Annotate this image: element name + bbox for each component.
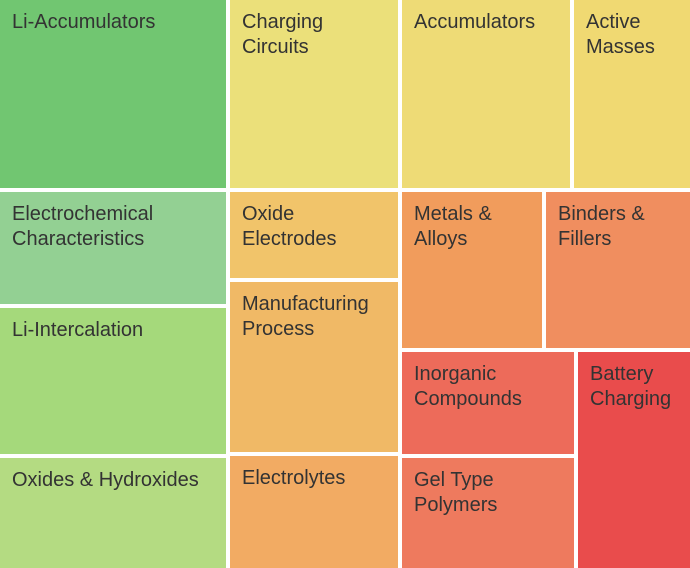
treemap-cell: Active Masses [574, 0, 690, 188]
treemap-cell: Manufacturing Process [230, 282, 398, 452]
treemap-cell: Gel Type Polymers [402, 458, 574, 568]
treemap-cell: Electrolytes [230, 456, 398, 568]
treemap-cell: Oxides & Hydroxides [0, 458, 226, 568]
treemap-container: Li-AccumulatorsElectrochemical Character… [0, 0, 690, 568]
treemap-cell: Binders & Fillers [546, 192, 690, 348]
treemap-cell: Metals & Alloys [402, 192, 542, 348]
treemap-cell: Battery Charging [578, 352, 690, 568]
treemap-cell: Li-Accumulators [0, 0, 226, 188]
treemap-cell: Inorganic Compounds [402, 352, 574, 454]
treemap-cell: Oxide Electrodes [230, 192, 398, 278]
treemap-cell: Electrochemical Characteristics [0, 192, 226, 304]
treemap-cell: Accumulators [402, 0, 570, 188]
treemap-cell: Charging Circuits [230, 0, 398, 188]
treemap-cell: Li-Intercalation [0, 308, 226, 454]
